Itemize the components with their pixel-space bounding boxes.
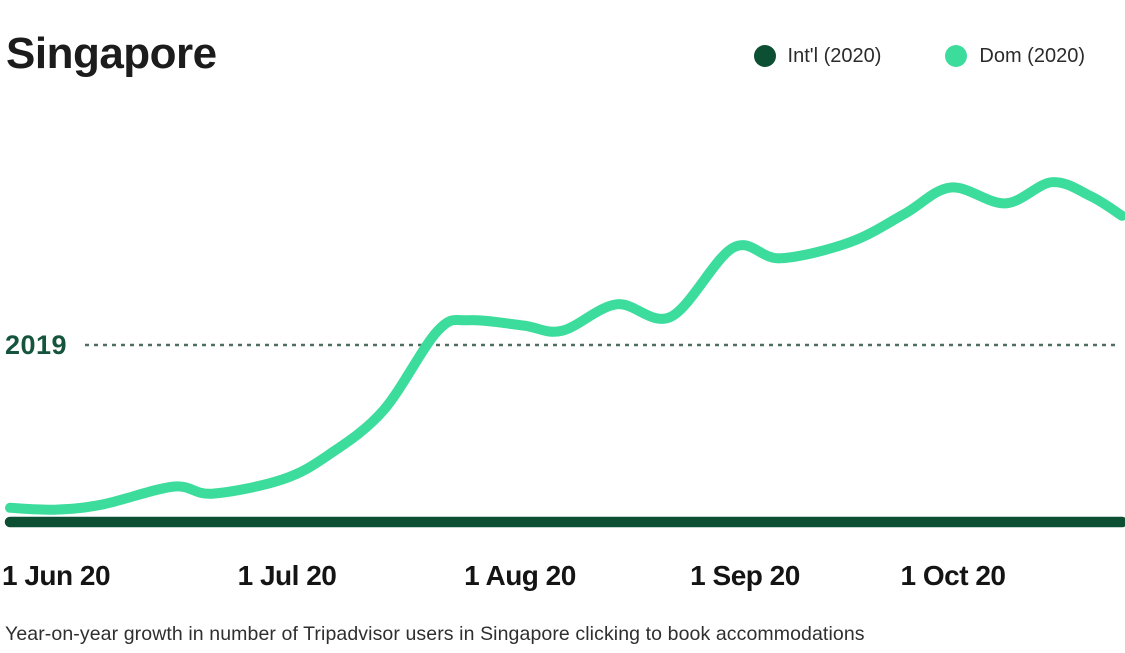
- chart-caption: Year-on-year growth in number of Tripadv…: [5, 623, 865, 645]
- legend-item-dom: Dom (2020): [945, 45, 1085, 67]
- dom-series-dot-icon: [945, 45, 968, 67]
- legend-label-intl: Int'l (2020): [787, 45, 882, 67]
- legend-label-dom: Dom (2020): [979, 45, 1085, 67]
- baseline-2019-label: 2019: [5, 330, 68, 360]
- chart-legend: Int'l (2020) Dom (2020): [753, 45, 1085, 67]
- page-title: Singapore: [6, 29, 217, 78]
- x-tick-label: 1 Sep 20: [690, 560, 800, 591]
- x-tick-label: 1 Aug 20: [464, 560, 576, 591]
- dom-series-line: [5, 177, 1125, 515]
- x-tick-label: 1 Jun 20: [2, 560, 111, 591]
- legend-item-intl: Int'l (2020): [753, 45, 882, 67]
- intl-series-dot-icon: [753, 45, 776, 67]
- x-tick-label: 1 Oct 20: [900, 560, 1006, 591]
- x-axis: 1 Jun 20 1 Jul 20 1 Aug 20 1 Sep 20 1 Oct 20: [0, 560, 1125, 594]
- x-tick-label: 1 Jul 20: [237, 560, 337, 591]
